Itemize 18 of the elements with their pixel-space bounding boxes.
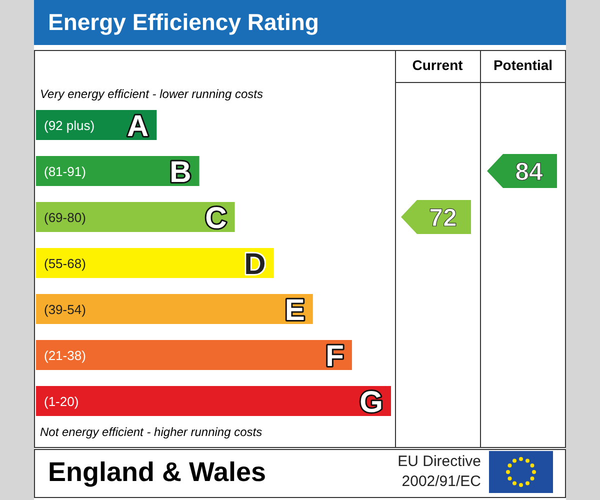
text: Current [411, 57, 464, 73]
chart-title: Energy Efficiency Rating [34, 0, 566, 45]
category-label: (92 plus) A [44, 110, 149, 143]
category-label: (55-68) D [44, 248, 266, 281]
text: Not energy efficient - higher running costs [40, 425, 262, 439]
text: 84 [515, 158, 543, 186]
category-label: (21-38) F [44, 340, 344, 373]
category-label: (81-91) B [44, 156, 192, 189]
bar [36, 202, 235, 232]
text: England & Wales [48, 456, 266, 488]
category-label: (1-20) G [44, 386, 383, 419]
category-label: (69-80) C [44, 202, 227, 235]
category-label: (39-54) E [44, 294, 305, 327]
text: Very energy efficient - lower running costs [40, 87, 263, 101]
text: 2002/91/EC [400, 472, 481, 492]
text: Potential [492, 57, 554, 73]
text: EU Directive [396, 452, 481, 472]
text: 72 [429, 204, 457, 232]
